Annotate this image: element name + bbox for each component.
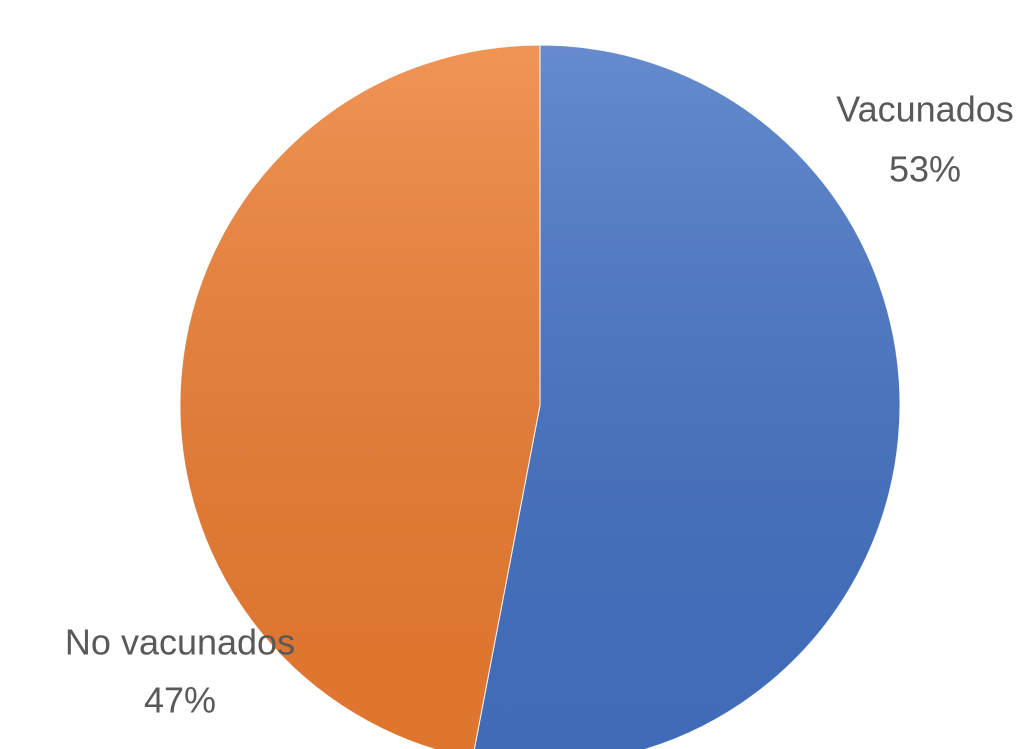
slice-value-label: 47% [144,680,216,721]
slice-value-label: 53% [889,149,961,190]
slice-label: Vacunados [836,89,1013,130]
slice-label: No vacunados [65,622,295,663]
